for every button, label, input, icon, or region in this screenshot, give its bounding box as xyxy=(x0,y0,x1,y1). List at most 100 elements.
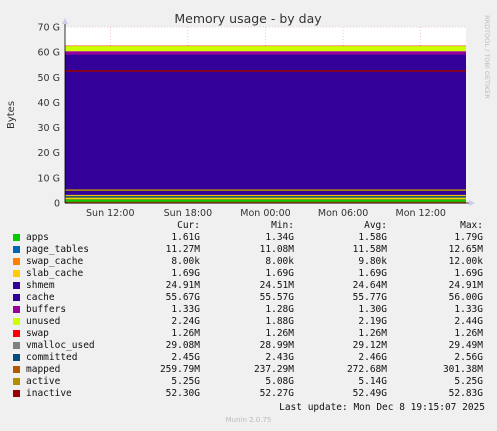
cur-value: 11.27M xyxy=(165,244,200,255)
series-name: apps xyxy=(26,232,49,243)
legend-header-row: Cur: Min: Avg: Max: xyxy=(12,220,487,232)
legend-row: apps 1.61G 1.34G 1.58G 1.79G xyxy=(12,232,487,244)
legend-swatch xyxy=(13,390,20,397)
avg-value: 9.80k xyxy=(358,256,387,267)
x-tick-label: Mon 00:00 xyxy=(240,208,290,219)
series-name: active xyxy=(26,376,61,387)
area-unused xyxy=(65,45,466,52)
y-axis-arrow xyxy=(62,18,68,24)
legend-row: active 5.25G 5.08G 5.14G 5.25G xyxy=(12,376,487,388)
max-value: 24.91M xyxy=(448,280,483,291)
cur-value: 52.30G xyxy=(165,388,200,399)
avg-value: 1.69G xyxy=(358,268,387,279)
legend-swatch xyxy=(13,294,20,301)
max-value: 1.79G xyxy=(454,232,483,243)
avg-value: 55.77G xyxy=(352,292,387,303)
series-name: buffers xyxy=(26,304,67,315)
y-tick-label: 70 G xyxy=(38,23,60,34)
min-value: 1.69G xyxy=(265,268,294,279)
avg-value: 272.68M xyxy=(346,364,387,375)
min-value: 1.28G xyxy=(265,304,294,315)
legend-swatch xyxy=(13,258,20,265)
series-name: unused xyxy=(26,316,61,327)
avg-value: 52.49G xyxy=(352,388,387,399)
min-value: 52.27G xyxy=(259,388,294,399)
max-value: 52.83G xyxy=(448,388,483,399)
cur-value: 1.69G xyxy=(171,268,200,279)
max-value: 2.56G xyxy=(454,352,483,363)
header-min: Min: xyxy=(271,220,294,231)
legend-row: page_tables 11.27M 11.08M 11.58M 12.65M xyxy=(12,244,487,256)
chart-title: Memory usage - by day xyxy=(174,11,322,26)
y-tick-label: 40 G xyxy=(38,98,60,109)
min-value: 1.88G xyxy=(265,316,294,327)
legend-swatch xyxy=(13,330,20,337)
legend-row: mapped 259.79M 237.29M 272.68M 301.38M xyxy=(12,364,487,376)
cur-value: 55.67G xyxy=(165,292,200,303)
legend-swatch xyxy=(13,270,20,277)
min-value: 1.34G xyxy=(265,232,294,243)
avg-value: 5.14G xyxy=(358,376,387,387)
legend-swatch xyxy=(13,234,20,241)
y-tick-label: 30 G xyxy=(38,123,60,134)
cur-value: 2.24G xyxy=(171,316,200,327)
cur-value: 259.79M xyxy=(159,364,200,375)
max-value: 301.38M xyxy=(442,364,483,375)
min-value: 237.29M xyxy=(253,364,294,375)
avg-value: 11.58M xyxy=(352,244,387,255)
min-value: 2.43G xyxy=(265,352,294,363)
series-name: slab_cache xyxy=(26,268,84,279)
y-axis-label: Bytes xyxy=(6,101,17,129)
x-tick-label: Mon 12:00 xyxy=(396,208,446,219)
legend-row: unused 2.24G 1.88G 2.19G 2.44G xyxy=(12,316,487,328)
avg-value: 1.30G xyxy=(358,304,387,315)
cur-value: 5.25G xyxy=(171,376,200,387)
legend-swatch xyxy=(13,306,20,313)
legend-swatch xyxy=(13,354,20,361)
x-tick-label: Sun 18:00 xyxy=(164,208,212,219)
legend-row: buffers 1.33G 1.28G 1.30G 1.33G xyxy=(12,304,487,316)
y-tick-label: 10 G xyxy=(38,173,60,184)
min-value: 55.57G xyxy=(259,292,294,303)
max-value: 5.25G xyxy=(454,376,483,387)
legend-table: Cur: Min: Avg: Max: apps 1.61G 1.34G 1.58G 1… xyxy=(12,220,487,400)
min-value: 28.99M xyxy=(259,340,294,351)
legend-row: slab_cache 1.69G 1.69G 1.69G 1.69G xyxy=(12,268,487,280)
max-value: 12.65M xyxy=(448,244,483,255)
avg-value: 2.46G xyxy=(358,352,387,363)
series-name: swap_cache xyxy=(26,256,84,267)
legend-row: cache 55.67G 55.57G 55.77G 56.00G xyxy=(12,292,487,304)
legend-swatch xyxy=(13,366,20,373)
y-tick-label: 0 xyxy=(54,199,60,210)
cur-value: 1.26M xyxy=(171,328,200,339)
munin-version: Munin 2.0.75 xyxy=(225,416,272,424)
area-buffers xyxy=(65,51,466,55)
rrdtool-watermark: RRDTOOL / TOBI OETIKER xyxy=(483,15,491,99)
legend-row: shmem 24.91M 24.51M 24.64M 24.91M xyxy=(12,280,487,292)
cur-value: 29.08M xyxy=(165,340,200,351)
avg-value: 1.26M xyxy=(358,328,387,339)
max-value: 1.69G xyxy=(454,268,483,279)
series-name: swap xyxy=(26,328,49,339)
series-name: vmalloc_used xyxy=(26,340,95,351)
min-value: 1.26M xyxy=(265,328,294,339)
series-name: shmem xyxy=(26,280,55,291)
x-tick-label: Sun 12:00 xyxy=(86,208,134,219)
legend-row: swap 1.26M 1.26M 1.26M 1.26M xyxy=(12,328,487,340)
avg-value: 1.58G xyxy=(358,232,387,243)
cur-value: 1.61G xyxy=(171,232,200,243)
legend-row: committed 2.45G 2.43G 2.46G 2.56G xyxy=(12,352,487,364)
legend-swatch xyxy=(13,378,20,385)
legend-row: inactive 52.30G 52.27G 52.49G 52.83G xyxy=(12,388,487,400)
max-value: 12.00k xyxy=(448,256,483,267)
y-tick-label: 50 G xyxy=(38,73,60,84)
last-update: Last update: Mon Dec 8 19:15:07 2025 xyxy=(279,402,485,413)
max-value: 1.33G xyxy=(454,304,483,315)
min-value: 24.51M xyxy=(259,280,294,291)
header-avg: Avg: xyxy=(364,220,387,231)
legend-swatch xyxy=(13,246,20,253)
avg-value: 24.64M xyxy=(352,280,387,291)
area-cache xyxy=(65,54,466,195)
min-value: 5.08G xyxy=(265,376,294,387)
legend-swatch xyxy=(13,282,20,289)
